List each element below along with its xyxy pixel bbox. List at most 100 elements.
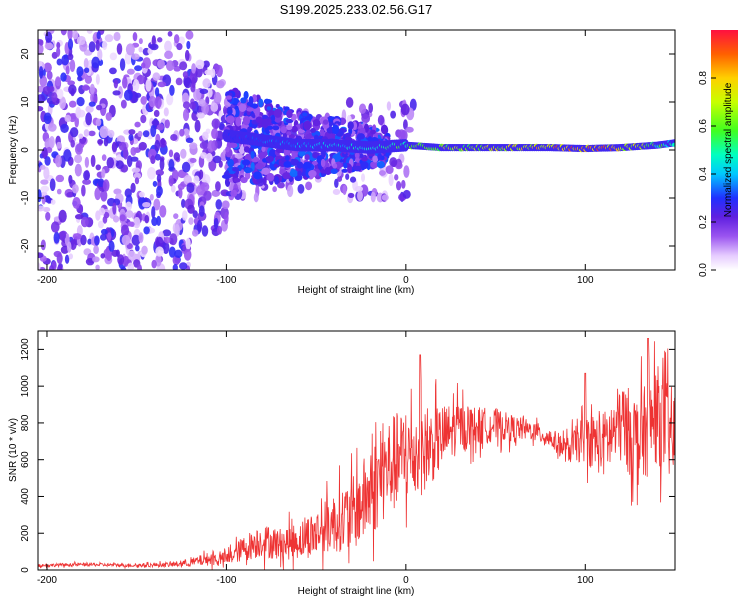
spectrogram-cell — [272, 125, 280, 131]
spectrogram-cell — [165, 60, 175, 72]
spectrogram-cell — [74, 163, 82, 177]
spectrogram-cell — [203, 190, 212, 201]
snr-frame — [37, 330, 676, 571]
spectrogram-cell — [282, 133, 288, 139]
spectrogram-cell — [119, 214, 126, 222]
spectrogram-cell — [180, 148, 187, 159]
spectrogram-cell — [345, 173, 350, 180]
spectrogram-cell — [119, 58, 126, 71]
spectrogram-cell — [83, 170, 90, 181]
spectrogram-cell — [310, 128, 316, 133]
spectrogram-cell — [200, 152, 208, 159]
spectrogram-cell — [123, 89, 133, 101]
spectrogram-cell — [385, 165, 394, 175]
spectrogram-cell — [390, 110, 397, 119]
spectrogram-cell — [227, 109, 233, 115]
spectrogram-cell — [97, 138, 104, 145]
spectrogram-cell — [72, 196, 81, 209]
spectrogram-cell — [60, 123, 69, 133]
spectrogram-cell — [409, 98, 417, 111]
spectrogram-cell — [75, 106, 82, 119]
spectrogram-cell — [109, 52, 118, 61]
spectrogram-cell — [164, 50, 173, 60]
spectrogram-cell — [396, 181, 402, 191]
spectrogram-cell — [135, 244, 140, 252]
spectrogram-xlabel: Height of straight line (km) — [298, 285, 415, 296]
spectrogram-cell — [152, 72, 161, 81]
spectrogram-cell — [38, 42, 44, 55]
spectrogram-cell — [196, 219, 203, 232]
spectrogram-cell — [190, 83, 196, 93]
spectrogram-cell — [113, 31, 121, 42]
spectrogram-cell — [81, 184, 86, 197]
spectrogram-cell — [38, 66, 44, 79]
spectrogram-cell — [74, 116, 79, 128]
spectrogram-cell — [134, 121, 141, 128]
spectrogram-cell — [147, 166, 156, 180]
snr-ytick-label: 0 — [20, 567, 31, 573]
spectrogram-cell — [201, 225, 209, 237]
spectrogram-cell — [55, 76, 61, 87]
spectrogram-cell — [337, 175, 343, 182]
spectrogram-cell — [46, 197, 52, 204]
spectrogram-cell — [58, 209, 67, 223]
spectrogram-cell — [138, 141, 147, 151]
spectrogram-cell — [45, 211, 51, 221]
spectrogram-cell — [57, 265, 63, 270]
spectrogram-cell — [311, 160, 318, 166]
spectrogram-cell — [131, 167, 141, 173]
spectrogram-cell — [107, 129, 115, 138]
spectrogram-cell — [254, 108, 260, 117]
spectrogram-cell — [182, 101, 191, 109]
spectrogram-cell — [159, 205, 167, 218]
spectrogram-cell — [74, 213, 84, 220]
spectrogram-cell — [120, 224, 130, 236]
spectrogram-cell — [68, 84, 77, 95]
spectrogram-cell — [68, 253, 74, 260]
spectrogram-cell — [104, 34, 114, 43]
spectrogram-cell — [216, 80, 225, 89]
spectrogram-cell — [354, 152, 360, 159]
spectrogram-cell — [76, 35, 86, 46]
spectrogram-cell — [151, 119, 160, 126]
spectrogram-cell — [131, 53, 140, 60]
spectrogram-cell — [199, 88, 209, 95]
snr-ytick-label: 200 — [20, 524, 31, 541]
spectrogram-cell — [219, 121, 225, 130]
spectrogram-cell — [85, 105, 94, 113]
spectrogram-cell — [240, 97, 247, 104]
spectrogram-cell — [202, 131, 209, 141]
spectrogram-cell — [361, 156, 369, 162]
snr-series-line — [38, 338, 675, 570]
spectrogram-cell — [149, 43, 159, 51]
spectrogram-cell — [91, 56, 100, 69]
spectrogram-cell — [154, 153, 161, 161]
spectrogram-cell — [347, 121, 354, 130]
spectrogram-cell — [195, 59, 205, 70]
spectrogram-cell — [153, 109, 160, 117]
spectrogram-cell — [270, 114, 276, 122]
spectrogram-cell — [168, 246, 176, 258]
spectrogram-cell — [341, 168, 348, 173]
spectrogram-cell — [345, 97, 354, 108]
spectrogram-cell — [138, 191, 145, 198]
spectrogram-cell — [358, 103, 367, 114]
spectrogram-cell — [60, 72, 67, 82]
spectrogram-cell — [244, 171, 251, 180]
spectrogram-cell — [280, 126, 287, 134]
spectrogram-cell — [225, 146, 230, 153]
spectrogram-cell — [154, 87, 160, 97]
spectrogram-cell — [102, 215, 108, 224]
spectrogram-cell — [53, 231, 60, 244]
spectrogram-cell — [56, 141, 62, 149]
spectrogram-cell — [332, 163, 338, 169]
spectrogram-cell — [105, 112, 112, 121]
spectrogram-ytick-label: 20 — [20, 48, 31, 60]
spectrogram-cell — [108, 240, 115, 252]
spectrogram-cell — [191, 110, 199, 121]
spectrogram-xtick-label: -100 — [216, 275, 236, 286]
spectrogram-cell — [173, 34, 180, 44]
spectrogram-cell — [70, 139, 75, 148]
spectrogram-cell — [150, 124, 157, 138]
